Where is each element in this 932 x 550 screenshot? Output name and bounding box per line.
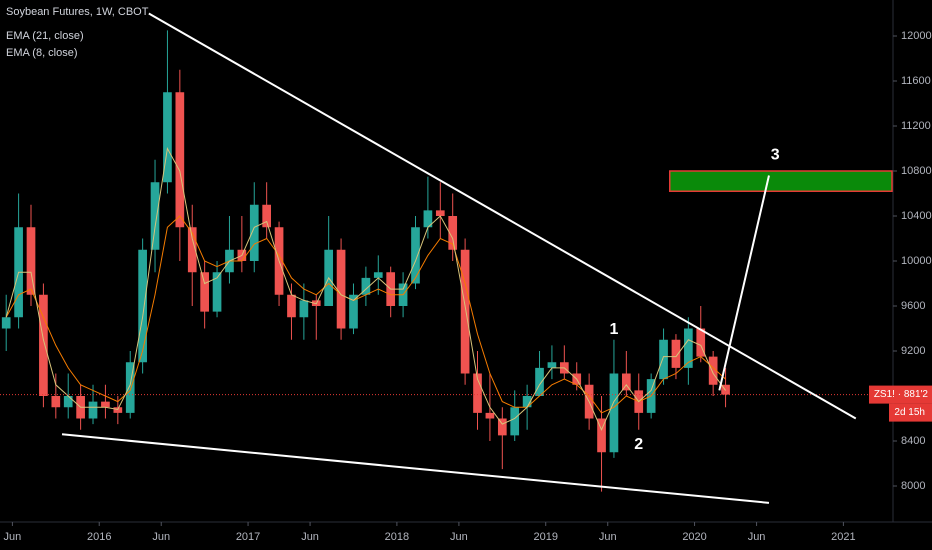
y-tick-label: 11200 <box>901 120 931 132</box>
candle-body <box>287 294 296 318</box>
candle-body <box>51 396 61 408</box>
x-tick-label: Jun <box>4 531 22 543</box>
y-tick-label: 10000 <box>901 255 932 267</box>
candle-body <box>460 249 470 374</box>
x-tick-label: 2018 <box>385 531 409 543</box>
candle-body <box>39 294 48 396</box>
candle-body <box>696 328 706 357</box>
candle-body <box>497 418 507 436</box>
candle-body <box>101 401 110 408</box>
countdown: 2d 15h <box>894 407 925 418</box>
candle-body <box>299 300 309 318</box>
annotation: 2 <box>634 436 643 453</box>
candle-body <box>435 210 445 216</box>
candle-body <box>138 249 147 363</box>
candle-body <box>212 272 222 312</box>
candle-body <box>485 412 495 419</box>
chart-title: Soybean Futures, 1W, CBOT <box>6 6 149 18</box>
candle-body <box>26 227 36 295</box>
legend-entry: EMA (21, close) <box>6 30 84 42</box>
candle-body <box>262 204 272 228</box>
candle-body <box>113 407 123 413</box>
countdown-box <box>889 403 932 422</box>
candle-body <box>708 356 718 385</box>
candle-body <box>411 227 420 284</box>
x-tick-label: Jun <box>152 531 170 543</box>
x-tick-label: Jun <box>599 531 617 543</box>
y-tick-label: 8400 <box>901 435 925 447</box>
x-tick-label: Jun <box>301 531 319 543</box>
candle-body <box>200 272 209 312</box>
candle-body <box>349 294 358 329</box>
candle-body <box>473 373 482 413</box>
x-tick-label: 2021 <box>831 531 855 543</box>
y-tick-label: 9600 <box>901 300 925 312</box>
candle-body <box>1 317 11 329</box>
candle-body <box>423 210 433 228</box>
x-tick-label: 2016 <box>87 531 111 543</box>
annotation: 3 <box>771 146 780 163</box>
price-label-box <box>869 385 932 404</box>
y-tick-label: 10400 <box>901 210 932 222</box>
annotation: 1 <box>609 321 618 338</box>
trend-line <box>718 175 770 391</box>
trend-line <box>148 12 857 420</box>
candle-body <box>63 396 73 408</box>
candle-body <box>150 182 160 250</box>
price-label: ZS1! · 881'2 <box>874 389 929 400</box>
candle-body <box>510 407 520 436</box>
candle-body <box>163 92 172 183</box>
x-tick-label: 2017 <box>236 531 260 543</box>
y-tick-label: 12000 <box>901 30 932 42</box>
candle-body <box>336 249 346 329</box>
candle-body <box>88 401 98 419</box>
candle-body <box>547 362 557 368</box>
x-tick-label: Jun <box>748 531 766 543</box>
candle-body <box>187 227 197 273</box>
x-tick-label: Jun <box>450 531 468 543</box>
candle-body <box>373 272 383 278</box>
candle-body <box>448 216 458 250</box>
candle-body <box>175 92 185 228</box>
y-tick-label: 8000 <box>901 480 925 492</box>
candle-body <box>249 204 259 261</box>
plot-area <box>0 12 893 504</box>
candle-body <box>609 373 619 453</box>
candle-body <box>361 277 371 295</box>
ema-line <box>5 146 727 432</box>
x-tick-label: 2019 <box>533 531 557 543</box>
candle-body <box>597 418 606 453</box>
x-tick-label: 2020 <box>682 531 706 543</box>
trend-line <box>61 433 770 504</box>
candle-body <box>684 328 693 368</box>
candle-body <box>522 396 532 408</box>
candle-body <box>535 367 544 396</box>
candle-body <box>621 373 631 391</box>
y-tick-label: 10800 <box>901 165 932 177</box>
y-tick-label: 11600 <box>901 75 931 87</box>
candle-body <box>659 339 668 380</box>
target-zone <box>669 170 893 192</box>
candle-body <box>125 362 135 413</box>
y-tick-label: 9200 <box>901 345 925 357</box>
legend-entry: EMA (8, close) <box>6 47 78 59</box>
candle-body <box>671 339 681 368</box>
